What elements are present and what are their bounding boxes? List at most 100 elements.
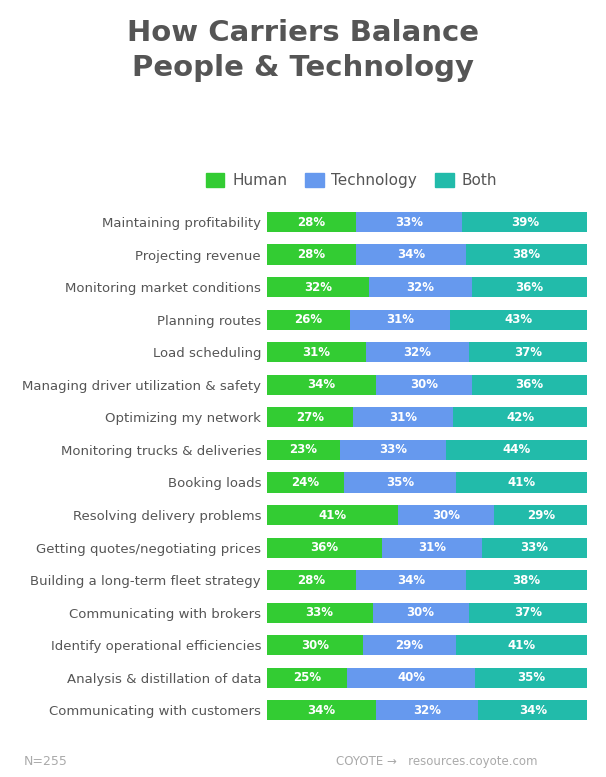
Bar [356,245,465,265]
Text: 31%: 31% [302,346,330,359]
Text: 31%: 31% [386,313,414,326]
Text: 34%: 34% [397,573,425,587]
Bar [478,700,587,720]
Text: 34%: 34% [397,248,425,261]
Text: 27%: 27% [296,411,324,424]
Text: COYOTE →   resources.coyote.com: COYOTE → resources.coyote.com [336,754,537,768]
Text: 33%: 33% [379,444,407,456]
Bar [356,570,465,591]
Bar [267,309,350,329]
Text: 32%: 32% [413,704,441,717]
Text: 35%: 35% [386,476,414,489]
Bar [341,440,446,460]
Bar [353,407,453,427]
Bar [462,212,587,232]
Bar [482,538,587,558]
Bar [382,538,482,558]
Text: 34%: 34% [307,378,335,392]
Text: 28%: 28% [298,215,325,228]
Text: 30%: 30% [432,508,461,521]
Text: 37%: 37% [514,606,542,619]
Text: 41%: 41% [508,639,536,652]
Bar [450,309,587,329]
Text: 29%: 29% [527,508,555,521]
Text: 38%: 38% [513,248,541,261]
Bar [267,667,347,688]
Bar [472,375,587,395]
Text: 30%: 30% [407,606,435,619]
Text: 34%: 34% [307,704,335,717]
Bar [475,667,587,688]
Text: 30%: 30% [410,378,438,392]
Text: 32%: 32% [304,280,332,294]
Bar [366,342,469,362]
Bar [494,505,587,525]
Text: 31%: 31% [418,541,446,554]
Text: 36%: 36% [310,541,338,554]
Text: 28%: 28% [298,573,325,587]
Bar [376,700,478,720]
Text: 36%: 36% [516,378,544,392]
Bar [267,342,366,362]
Text: 44%: 44% [503,444,531,456]
Text: 26%: 26% [295,313,322,326]
Bar [267,538,382,558]
Bar [267,700,376,720]
Bar [267,472,344,493]
Text: 37%: 37% [514,346,542,359]
Bar [453,407,587,427]
Text: 41%: 41% [508,476,536,489]
Bar [363,635,456,655]
Legend: Human, Technology, Both: Human, Technology, Both [200,167,503,194]
Bar [267,407,353,427]
Text: N=255: N=255 [24,754,68,768]
Text: 32%: 32% [407,280,435,294]
Text: 32%: 32% [404,346,431,359]
Bar [469,342,587,362]
Bar [347,667,475,688]
Bar [350,309,450,329]
Text: 29%: 29% [395,639,424,652]
Text: 43%: 43% [504,313,533,326]
Text: 23%: 23% [290,444,318,456]
Text: How Carriers Balance
People & Technology: How Carriers Balance People & Technology [127,19,479,82]
Bar [398,505,494,525]
Text: 33%: 33% [521,541,548,554]
Bar [267,603,373,623]
Bar [344,472,456,493]
Bar [469,603,587,623]
Text: 34%: 34% [519,704,547,717]
Bar [267,635,363,655]
Bar [472,277,587,298]
Text: 35%: 35% [518,671,545,685]
Bar [267,505,398,525]
Bar [456,635,587,655]
Bar [373,603,469,623]
Bar [267,440,341,460]
Bar [446,440,587,460]
Text: 40%: 40% [397,671,425,685]
Text: 25%: 25% [293,671,321,685]
Bar [267,245,356,265]
Text: 39%: 39% [511,215,539,228]
Text: 33%: 33% [305,606,333,619]
Text: 28%: 28% [298,248,325,261]
Bar [267,375,376,395]
Bar [267,212,356,232]
Text: 42%: 42% [506,411,534,424]
Text: 36%: 36% [516,280,544,294]
Bar [456,472,587,493]
Bar [369,277,472,298]
Bar [465,245,587,265]
Text: 41%: 41% [318,508,347,521]
Bar [376,375,472,395]
Bar [465,570,587,591]
Text: 33%: 33% [395,215,424,228]
Bar [356,212,462,232]
Text: 31%: 31% [389,411,417,424]
Bar [267,570,356,591]
Text: 30%: 30% [301,639,329,652]
Text: 38%: 38% [513,573,541,587]
Text: 24%: 24% [291,476,319,489]
Bar [267,277,369,298]
